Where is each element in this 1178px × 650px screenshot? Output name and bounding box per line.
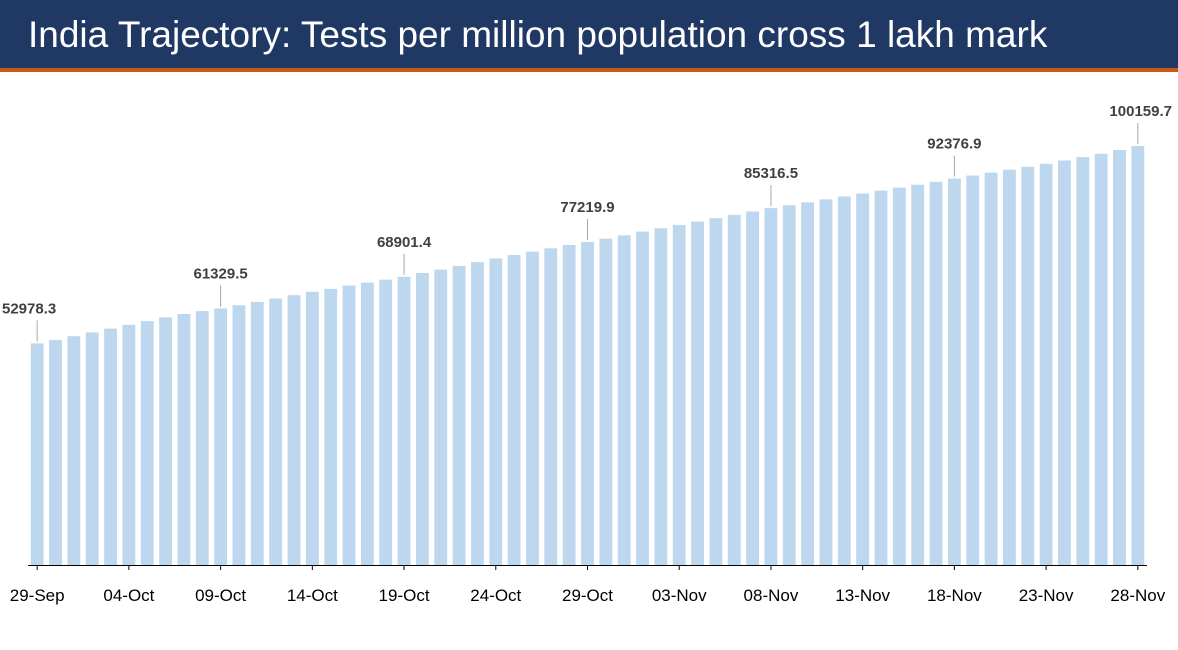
- bar-29-Oct: [581, 241, 594, 565]
- bar-01-Nov: [636, 231, 649, 565]
- data-label-28-Nov: 100159.7: [1109, 103, 1172, 120]
- bar-14-Nov: [874, 190, 888, 565]
- x-tick-label: 24-Oct: [470, 586, 521, 605]
- bar-11-Nov: [819, 199, 833, 565]
- bar-30-Sep: [49, 339, 62, 565]
- bar-02-Oct: [85, 332, 99, 565]
- bar-01-Oct: [67, 336, 81, 565]
- bar-27-Oct: [544, 248, 558, 565]
- bar-17-Oct: [360, 282, 374, 565]
- data-label-19-Oct: 68901.4: [377, 234, 432, 251]
- x-tick-label: 03-Nov: [652, 586, 707, 605]
- data-label-29-Sep: 52978.3: [2, 300, 56, 317]
- bar-19-Oct: [397, 276, 411, 565]
- bar-12-Oct: [269, 298, 283, 565]
- bar-06-Oct: [159, 317, 173, 565]
- bar-23-Nov: [1039, 163, 1053, 565]
- bar-18-Nov: [947, 178, 961, 566]
- bar-16-Nov: [911, 184, 925, 566]
- bar-24-Nov: [1058, 160, 1071, 565]
- x-tick-label: 23-Nov: [1019, 586, 1074, 605]
- bar-22-Nov: [1021, 166, 1035, 566]
- bar-02-Nov: [654, 228, 668, 565]
- bar-13-Oct: [287, 295, 301, 565]
- data-label-29-Oct: 77219.9: [560, 199, 614, 216]
- title-banner: India Trajectory: Tests per million popu…: [0, 0, 1178, 72]
- bar-05-Oct: [140, 321, 154, 565]
- bar-16-Oct: [342, 285, 356, 565]
- x-tick-label: 09-Oct: [195, 586, 246, 605]
- bar-07-Nov: [746, 211, 760, 565]
- data-label-09-Oct: 61329.5: [193, 265, 247, 282]
- bar-17-Nov: [929, 181, 943, 565]
- bar-14-Oct: [305, 291, 319, 565]
- x-tick-label: 14-Oct: [287, 586, 338, 605]
- bar-29-Sep: [30, 343, 44, 565]
- bar-09-Oct: [214, 308, 228, 565]
- x-tick-label: 29-Oct: [562, 586, 613, 605]
- bar-08-Oct: [195, 311, 209, 565]
- bar-11-Oct: [250, 301, 264, 565]
- bar-15-Oct: [324, 288, 338, 565]
- bar-25-Oct: [507, 255, 521, 565]
- bar-26-Nov: [1094, 153, 1108, 565]
- bar-18-Oct: [379, 279, 393, 565]
- bar-03-Nov: [672, 224, 686, 565]
- bar-22-Oct: [452, 265, 466, 565]
- bar-09-Nov: [782, 205, 796, 565]
- bar-31-Oct: [617, 235, 631, 566]
- x-tick-label: 13-Nov: [835, 586, 890, 605]
- bar-03-Oct: [104, 328, 117, 565]
- bar-19-Nov: [966, 175, 980, 566]
- bar-20-Oct: [415, 273, 429, 565]
- bar-15-Nov: [892, 187, 906, 565]
- bar-27-Nov: [1113, 150, 1126, 566]
- bar-26-Oct: [526, 251, 539, 566]
- bar-28-Nov: [1131, 146, 1145, 565]
- bar-07-Oct: [177, 314, 191, 565]
- bar-04-Oct: [122, 324, 136, 565]
- data-label-08-Nov: 85316.5: [744, 165, 798, 182]
- bar-21-Nov: [1002, 169, 1016, 565]
- bar-10-Nov: [801, 202, 815, 566]
- bar-08-Nov: [764, 208, 778, 565]
- x-tick-label: 19-Oct: [379, 586, 430, 605]
- x-tick-label: 18-Nov: [927, 586, 982, 605]
- page-title: India Trajectory: Tests per million popu…: [28, 14, 1048, 55]
- x-tick-label: 28-Nov: [1110, 586, 1165, 605]
- bar-13-Nov: [856, 193, 870, 566]
- bar-20-Nov: [984, 172, 998, 565]
- x-tick-label: 04-Oct: [103, 586, 154, 605]
- bar-12-Nov: [837, 196, 851, 565]
- data-label-18-Nov: 92376.9: [927, 136, 981, 153]
- bar-24-Oct: [489, 258, 503, 565]
- bar-25-Nov: [1076, 157, 1090, 565]
- bar-30-Oct: [599, 238, 613, 565]
- bar-06-Nov: [727, 214, 741, 565]
- bar-21-Oct: [434, 269, 448, 565]
- x-tick-label: 08-Nov: [744, 586, 799, 605]
- bar-10-Oct: [232, 305, 246, 565]
- x-tick-label: 29-Sep: [10, 586, 65, 605]
- bar-05-Nov: [709, 218, 723, 566]
- bar-28-Oct: [562, 244, 576, 565]
- bar-23-Oct: [471, 262, 484, 565]
- bar-04-Nov: [691, 221, 704, 565]
